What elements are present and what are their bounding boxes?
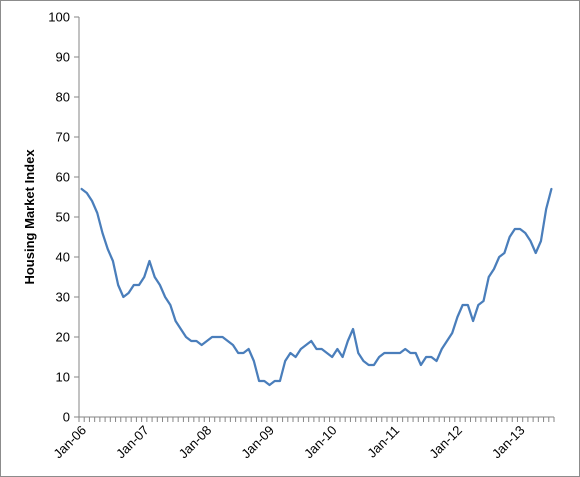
x-tick-label: Jan-09: [238, 423, 277, 462]
y-tick-label: 70: [56, 130, 70, 145]
y-tick-label: 90: [56, 50, 70, 65]
x-axis: Jan-06 Jan-07 Jan-08 Jan-09 Jan-10 Jan-11 Jan-…: [50, 416, 555, 462]
y-tick-label: 30: [56, 290, 70, 305]
x-tick-label: Jan-11: [364, 423, 402, 461]
x-tick-label: Jan-10: [301, 423, 340, 462]
x-tick-label: Jan-08: [176, 423, 215, 462]
y-tick-label: 40: [56, 250, 70, 265]
y-axis-title: Housing Market Index: [22, 149, 37, 285]
x-tick-label: Jan-12: [426, 423, 465, 462]
x-tick-label: Jan-07: [113, 423, 152, 462]
y-tick-label: 20: [56, 330, 70, 345]
y-tick-label: 0: [63, 410, 70, 425]
y-axis: 0 10 20 30 40 50 60 70 80 90 100: [48, 10, 80, 425]
y-tick-label: 80: [56, 90, 70, 105]
x-tick-label: Jan-13: [489, 423, 528, 462]
y-tick-label: 60: [56, 170, 70, 185]
y-tick-label: 100: [48, 10, 70, 25]
y-tick-label: 10: [56, 370, 70, 385]
series-group: [80, 187, 553, 387]
series-line: [80, 187, 553, 387]
x-tick-label: Jan-06: [50, 423, 89, 462]
y-tick-label: 50: [56, 210, 70, 225]
